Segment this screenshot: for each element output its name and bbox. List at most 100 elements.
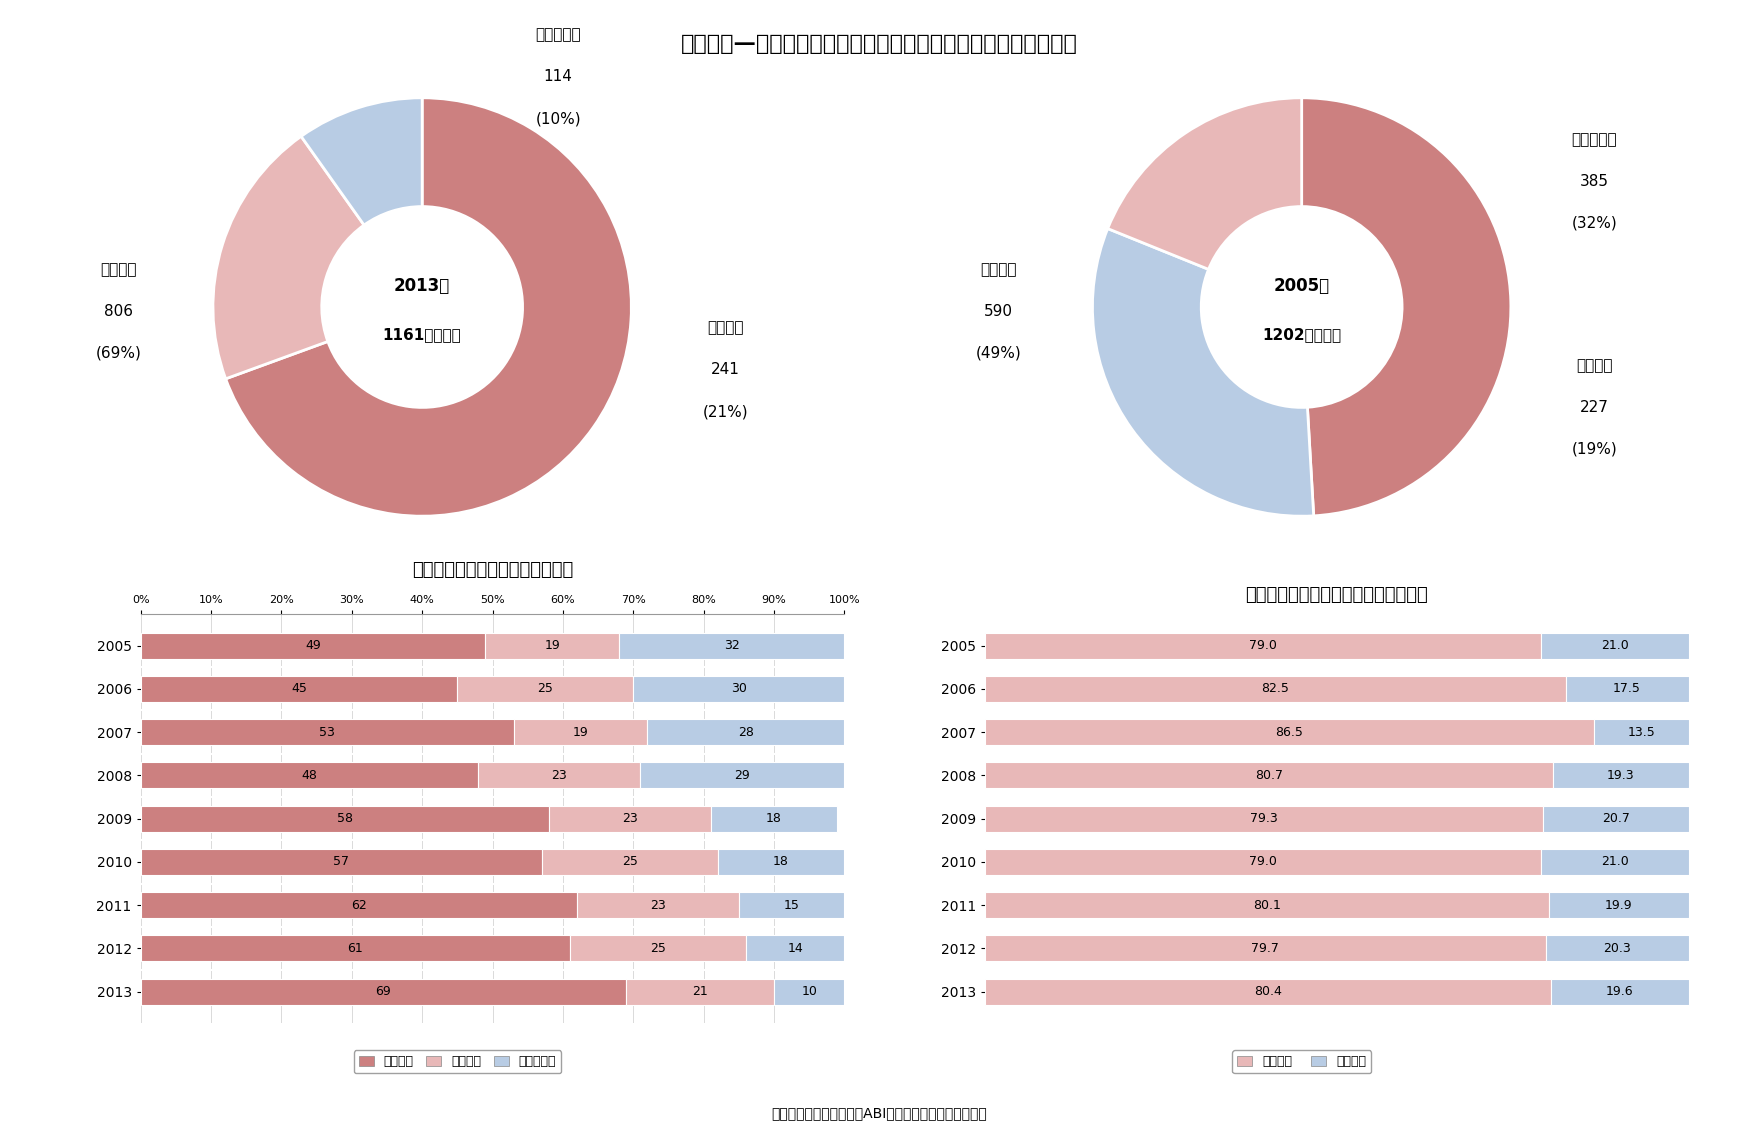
Text: 19.9: 19.9	[1604, 898, 1632, 912]
Legend: 一時払い, 平準払い: 一時払い, 平準払い	[1233, 1049, 1370, 1073]
Text: 生命保険等: 生命保険等	[535, 27, 580, 42]
Bar	[746, 936, 844, 962]
Text: 79.0: 79.0	[1249, 639, 1277, 652]
Text: 17.5: 17.5	[1613, 682, 1641, 696]
Bar	[1541, 849, 1689, 874]
Text: 79.7: 79.7	[1251, 941, 1279, 955]
Text: グラフ１—英国における生保会社収入保険料の事業分選別等状況: グラフ１—英国における生保会社収入保険料の事業分選別等状況	[681, 34, 1078, 55]
Text: 23: 23	[623, 812, 637, 825]
Text: (19%): (19%)	[1573, 442, 1618, 457]
Bar	[985, 806, 1543, 831]
Text: 20.7: 20.7	[1602, 812, 1631, 825]
Bar	[985, 632, 1541, 658]
Bar	[1553, 763, 1689, 788]
Text: 20.3: 20.3	[1604, 941, 1631, 955]
Text: 企業年金: 企業年金	[980, 262, 1017, 276]
Bar	[774, 979, 844, 1005]
Bar	[141, 806, 549, 831]
Bar	[985, 675, 1566, 702]
Text: 13.5: 13.5	[1627, 725, 1655, 739]
Text: 個人年金: 個人年金	[707, 321, 744, 335]
Bar	[1551, 979, 1689, 1005]
Bar	[985, 763, 1553, 788]
Text: 21: 21	[693, 986, 707, 998]
Bar	[647, 719, 844, 745]
Bar	[549, 806, 711, 831]
Text: 82.5: 82.5	[1261, 682, 1289, 696]
Wedge shape	[213, 136, 364, 379]
Text: 23: 23	[651, 898, 665, 912]
Bar	[514, 719, 647, 745]
Text: 21.0: 21.0	[1601, 639, 1629, 652]
Bar	[985, 719, 1594, 745]
Bar	[633, 675, 844, 702]
Bar	[626, 979, 774, 1005]
Bar	[141, 719, 514, 745]
Text: 19.6: 19.6	[1606, 986, 1634, 998]
Wedge shape	[1092, 229, 1314, 516]
Bar	[141, 763, 478, 788]
Text: 227: 227	[1580, 400, 1609, 415]
Text: 58: 58	[336, 812, 354, 825]
Bar	[985, 979, 1551, 1005]
Text: 69: 69	[376, 986, 390, 998]
Text: 53: 53	[318, 725, 336, 739]
Text: 25: 25	[536, 682, 554, 696]
Bar	[739, 893, 844, 919]
Bar	[1541, 632, 1689, 658]
Text: 15: 15	[783, 898, 800, 912]
Text: 個人年金: 個人年金	[1576, 358, 1613, 373]
Text: 114: 114	[544, 69, 573, 84]
Text: 生命保険等: 生命保険等	[1573, 132, 1617, 147]
Bar	[1543, 806, 1689, 831]
Text: 25: 25	[649, 941, 667, 955]
Wedge shape	[301, 98, 422, 225]
Bar	[570, 936, 746, 962]
Title: 【年金対生命保険構成比の推移】: 【年金対生命保険構成比の推移】	[412, 561, 573, 579]
Text: 32: 32	[725, 639, 739, 652]
Legend: 企業年金, 個人年金, 生命保険等: 企業年金, 個人年金, 生命保険等	[354, 1049, 561, 1073]
Text: (69%): (69%)	[97, 346, 142, 360]
Bar	[485, 632, 619, 658]
Text: 45: 45	[290, 682, 308, 696]
Text: 19.3: 19.3	[1608, 769, 1634, 782]
Bar	[985, 893, 1548, 919]
Text: 57: 57	[332, 855, 350, 869]
Text: 25: 25	[621, 855, 639, 869]
Text: (32%): (32%)	[1573, 216, 1618, 231]
Text: 1202億ポンド: 1202億ポンド	[1263, 326, 1340, 342]
Bar	[1548, 893, 1689, 919]
Text: 10: 10	[800, 986, 818, 998]
Bar	[542, 849, 718, 874]
Text: 49: 49	[306, 639, 320, 652]
Text: 2005年: 2005年	[1274, 277, 1330, 296]
Bar	[478, 763, 640, 788]
Wedge shape	[1302, 98, 1511, 516]
Text: 80.1: 80.1	[1252, 898, 1281, 912]
Text: 80.4: 80.4	[1254, 986, 1282, 998]
Text: 19: 19	[573, 725, 588, 739]
Text: 79.0: 79.0	[1249, 855, 1277, 869]
Text: 1161億ポンド: 1161億ポンド	[383, 326, 461, 342]
Text: 806: 806	[104, 304, 134, 318]
Text: 23: 23	[552, 769, 566, 782]
Text: 590: 590	[983, 304, 1013, 318]
Text: 61: 61	[348, 941, 362, 955]
Bar	[619, 632, 844, 658]
Text: (49%): (49%)	[976, 346, 1022, 360]
Text: 241: 241	[711, 363, 741, 377]
Bar	[457, 675, 633, 702]
Text: 18: 18	[765, 812, 783, 825]
Text: 21.0: 21.0	[1601, 855, 1629, 869]
Title: 【一時払い対平準払い構成比の推移】: 【一時払い対平準払い構成比の推移】	[1245, 586, 1428, 604]
Text: 62: 62	[352, 898, 366, 912]
Text: 29: 29	[735, 769, 749, 782]
Text: 30: 30	[730, 682, 748, 696]
Bar	[141, 675, 457, 702]
Text: 企業年金: 企業年金	[100, 262, 137, 276]
Text: 18: 18	[772, 855, 790, 869]
Text: 385: 385	[1580, 174, 1609, 189]
Text: 28: 28	[737, 725, 755, 739]
Text: 48: 48	[301, 769, 318, 782]
Wedge shape	[225, 98, 631, 516]
